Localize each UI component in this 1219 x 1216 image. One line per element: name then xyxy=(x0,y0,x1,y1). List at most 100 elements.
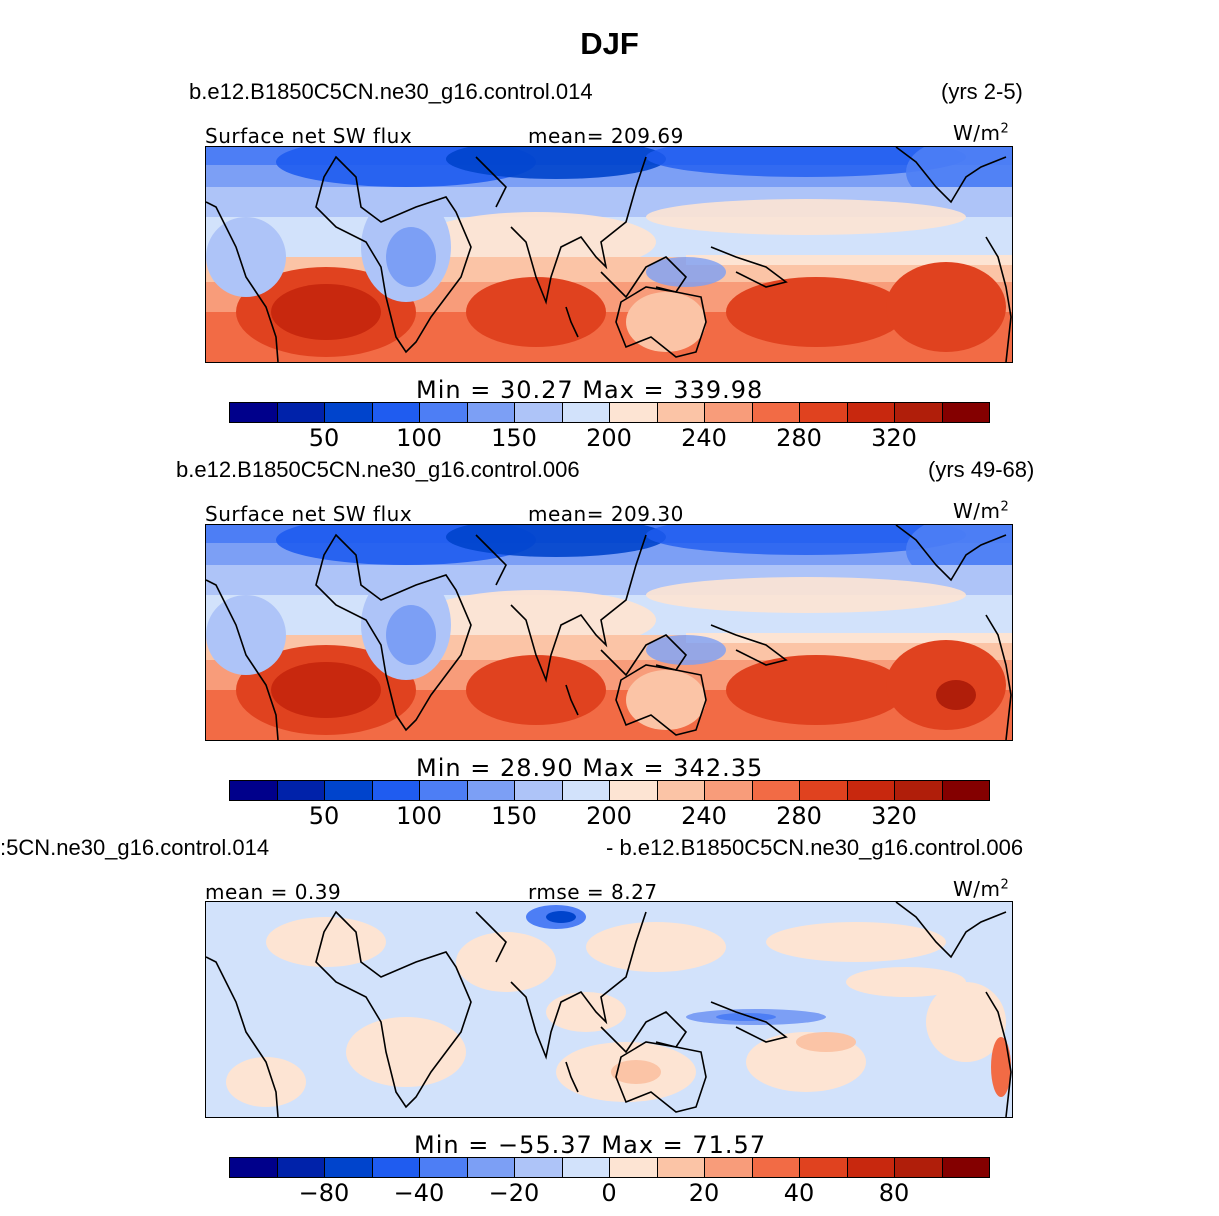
coastline xyxy=(510,911,647,1060)
colorbar-swatch xyxy=(800,403,848,422)
panel1-mean-label: mean= 209.69 xyxy=(528,124,684,148)
coastline xyxy=(615,664,707,736)
contour-region xyxy=(686,255,1012,265)
panel3-difference-label: - b.e12.B1850C5CN.ne30_g16.control.006 xyxy=(606,835,1024,860)
panel2-case-label: b.e12.B1850C5CN.ne30_g16.control.006 xyxy=(176,457,580,482)
coastline xyxy=(206,579,279,740)
colorbar-swatch xyxy=(895,403,943,422)
panel3-case-label: :5CN.ne30_g16.control.014 xyxy=(0,835,270,860)
contour-region xyxy=(206,595,286,675)
panel1-tick: 150 xyxy=(491,424,537,452)
panel2-tick: 280 xyxy=(776,802,822,830)
panel1-years: (yrs 2-5) xyxy=(941,79,1023,104)
colorbar-swatch xyxy=(372,1158,420,1177)
contour-region xyxy=(546,911,576,923)
contour-region xyxy=(611,1060,661,1084)
coastline xyxy=(895,525,1007,582)
panel3-mean-label: mean = 0.39 xyxy=(205,880,342,904)
colorbar-swatch xyxy=(942,1158,989,1177)
coastline xyxy=(895,147,1007,204)
coastline xyxy=(565,306,579,338)
panel2-contour-field xyxy=(206,525,1012,740)
colorbar-swatch xyxy=(277,403,325,422)
panel3-rmse-label: rmse = 8.27 xyxy=(528,880,658,904)
contour-region xyxy=(646,257,726,287)
colorbar-swatch xyxy=(610,403,658,422)
colorbar-swatch xyxy=(752,1158,800,1177)
panel1-units: W/m2 xyxy=(953,121,1010,145)
panel3-tick: 80 xyxy=(878,1179,910,1207)
coastline xyxy=(985,991,1012,1117)
panel1-tick: 100 xyxy=(396,424,442,452)
contour-region xyxy=(716,1013,776,1021)
panel1-variable-label: Surface net SW flux xyxy=(205,124,413,148)
panel2-years: (yrs 49-68) xyxy=(928,457,1035,482)
colorbar-swatch xyxy=(942,781,989,800)
colorbar-swatch xyxy=(847,1158,895,1177)
colorbar-swatch xyxy=(372,403,420,422)
panel2-minmax: Min = 28.90 Max = 342.35 xyxy=(416,754,764,782)
panel1-case-label: b.e12.B1850C5CN.ne30_g16.control.014 xyxy=(189,79,593,104)
colorbar-swatch xyxy=(847,781,895,800)
coastline xyxy=(615,1041,707,1113)
colorbar-swatch xyxy=(895,781,943,800)
panel3-map xyxy=(205,901,1013,1118)
colorbar-swatch xyxy=(705,1158,753,1177)
colorbar-swatch xyxy=(230,781,278,800)
contour-region xyxy=(726,277,906,347)
contour-region xyxy=(646,635,726,665)
panel1-tick: 240 xyxy=(681,424,727,452)
panel2-tick: 50 xyxy=(308,802,340,830)
contour-region xyxy=(446,525,666,557)
colorbar-swatch xyxy=(752,781,800,800)
coastline xyxy=(510,534,647,683)
colorbar-swatch xyxy=(657,403,705,422)
coastline xyxy=(895,902,1007,959)
contour-region xyxy=(646,147,966,177)
coastline xyxy=(206,956,279,1117)
panel1-colorbar xyxy=(229,402,990,423)
colorbar-swatch xyxy=(657,1158,705,1177)
colorbar-swatch xyxy=(372,781,420,800)
colorbar-swatch xyxy=(847,403,895,422)
panel1-tick: 50 xyxy=(308,424,340,452)
colorbar-swatch xyxy=(230,1158,278,1177)
colorbar-swatch xyxy=(420,1158,468,1177)
panel3-tick: 40 xyxy=(783,1179,815,1207)
panel1-minmax: Min = 30.27 Max = 339.98 xyxy=(416,376,764,404)
panel1-contour-field xyxy=(206,147,1012,362)
contour-region xyxy=(626,670,706,730)
colorbar-swatch xyxy=(515,781,563,800)
colorbar-swatch xyxy=(230,403,278,422)
colorbar-swatch xyxy=(800,1158,848,1177)
colorbar-swatch xyxy=(705,781,753,800)
contour-region xyxy=(446,147,666,179)
contour-region xyxy=(626,292,706,352)
contour-region xyxy=(586,922,726,972)
contour-region xyxy=(466,277,606,347)
panel2-map xyxy=(205,524,1013,741)
colorbar-swatch xyxy=(420,403,468,422)
coastline xyxy=(565,684,579,716)
colorbar-swatch xyxy=(610,781,658,800)
coastline xyxy=(315,155,472,354)
colorbar-swatch xyxy=(562,403,610,422)
figure-title: DJF xyxy=(580,26,639,61)
panel2-tick: 200 xyxy=(586,802,632,830)
colorbar-swatch xyxy=(657,781,705,800)
contour-region xyxy=(766,922,946,962)
contour-region xyxy=(271,662,381,718)
contour-region xyxy=(271,284,381,340)
panel3-minmax: Min = −55.37 Max = 71.57 xyxy=(414,1131,767,1159)
panel2-tick: 100 xyxy=(396,802,442,830)
colorbar-swatch xyxy=(515,403,563,422)
panel3-units: W/m2 xyxy=(953,877,1010,901)
panel3-colorbar xyxy=(229,1157,990,1178)
colorbar-swatch xyxy=(467,1158,515,1177)
coastline xyxy=(315,533,472,732)
contour-region xyxy=(886,262,1006,352)
contour-region xyxy=(266,917,386,967)
panel3-tick: −40 xyxy=(393,1179,445,1207)
panel3-tick: −20 xyxy=(488,1179,540,1207)
colorbar-swatch xyxy=(895,1158,943,1177)
